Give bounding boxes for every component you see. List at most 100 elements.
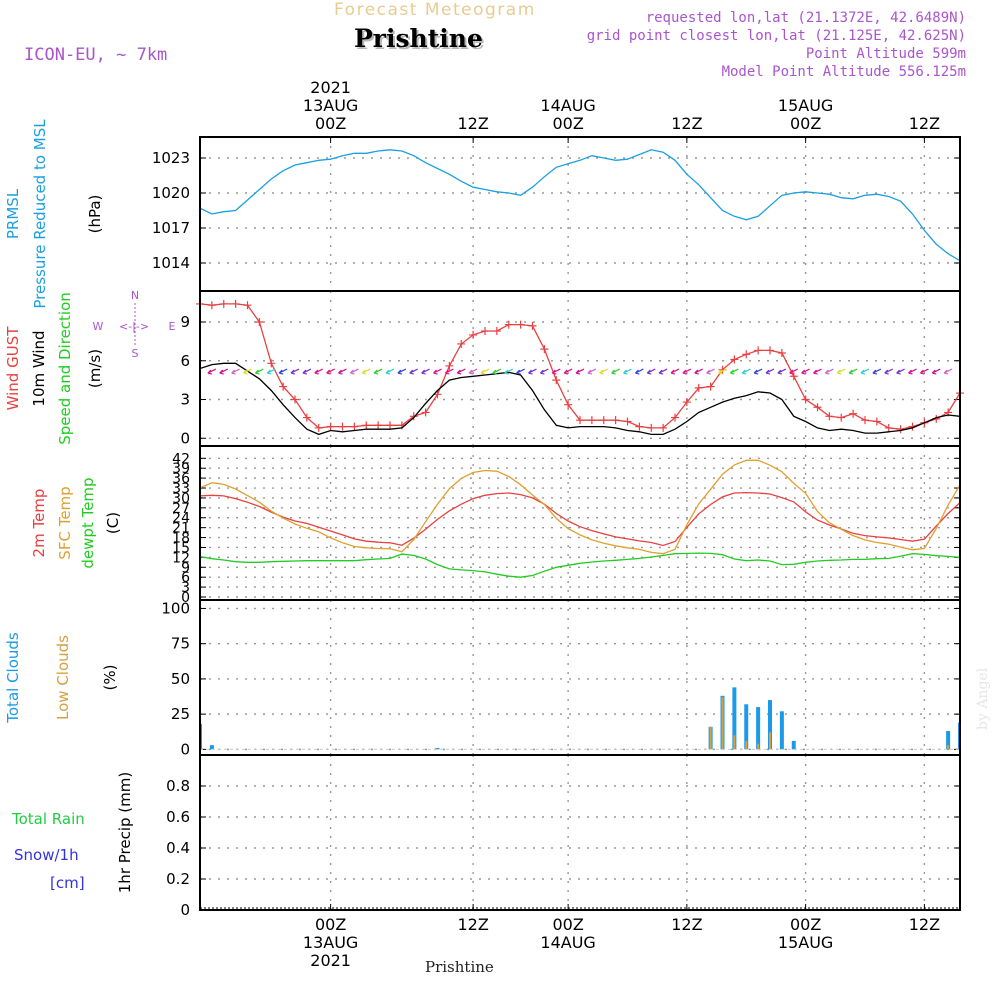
clouds-axis-label: Total Clouds bbox=[4, 632, 22, 724]
total-cloud-bar bbox=[791, 740, 796, 750]
wind-gust-marker bbox=[231, 299, 240, 308]
bottom-location-label: Prishtine bbox=[425, 958, 494, 976]
wind-direction-arrow bbox=[658, 368, 668, 375]
city-title: Prishtine bbox=[354, 24, 483, 53]
wind-gust-marker bbox=[469, 330, 478, 339]
wind-direction-arrow bbox=[207, 368, 217, 375]
wind-direction-arrow bbox=[409, 368, 419, 375]
temp-axis-label: (C) bbox=[104, 512, 122, 534]
wind-axis-label: Speed and Direction bbox=[56, 292, 74, 445]
precip-ytick-label: 0.6 bbox=[166, 808, 190, 826]
top-time-label: 12Z bbox=[457, 114, 488, 133]
wind-gust-marker bbox=[267, 359, 276, 368]
temp-ytick-label: 9 bbox=[181, 560, 190, 576]
wind-direction-arrow bbox=[290, 368, 300, 375]
wind-direction-arrow bbox=[824, 368, 834, 375]
temp-ytick-label: 42 bbox=[172, 451, 190, 467]
wind-direction-arrow bbox=[682, 368, 692, 375]
wind-gust-marker bbox=[694, 383, 703, 392]
total-cloud-bar bbox=[732, 687, 737, 750]
wind-gust-marker bbox=[671, 413, 679, 422]
bottom-time-label: 15AUG bbox=[778, 933, 833, 952]
rain-legend-label: Total Rain bbox=[11, 810, 85, 828]
pressure-ytick-label: 1017 bbox=[152, 219, 190, 237]
wind-gust-marker bbox=[552, 376, 561, 385]
wind-gust-marker bbox=[754, 346, 763, 355]
wind-gust-marker bbox=[611, 416, 620, 425]
wind-gust-marker bbox=[362, 421, 371, 430]
wind-gust-marker bbox=[849, 409, 858, 418]
wind-direction-arrow bbox=[575, 368, 585, 375]
wind-gust-marker bbox=[730, 355, 739, 364]
model-altitude: Model Point Altitude 556.125m bbox=[721, 64, 966, 80]
total-cloud-bar bbox=[779, 711, 784, 750]
top-time-label: 2021 bbox=[310, 78, 351, 97]
precip-ytick-label: 0 bbox=[180, 901, 190, 919]
wind-gust-marker bbox=[884, 423, 893, 432]
wind-gust-marker bbox=[659, 423, 668, 432]
low-cloud-bar bbox=[709, 726, 712, 750]
wind-direction-arrow bbox=[361, 368, 371, 375]
clouds-ytick-label: 0 bbox=[180, 740, 190, 758]
temp-ytick-label: 36 bbox=[172, 471, 190, 487]
wind-direction-arrow bbox=[314, 368, 324, 375]
wind-gust-marker bbox=[374, 421, 383, 430]
wind-gust-marker bbox=[291, 395, 299, 404]
wind-direction-arrow bbox=[373, 368, 383, 375]
wind-direction-arrow bbox=[848, 368, 858, 375]
low-cloud-bar bbox=[721, 697, 724, 750]
temp-series-2m-temp bbox=[200, 491, 960, 547]
wind-direction-arrow bbox=[765, 368, 775, 375]
wind-gust-marker bbox=[314, 423, 323, 432]
wind-gust-marker bbox=[243, 301, 252, 310]
pressure-axis-label: (hPa) bbox=[86, 195, 104, 234]
wind-gust-marker bbox=[409, 412, 418, 421]
wind-direction-arrow bbox=[789, 368, 799, 375]
temp-ytick-label: 18 bbox=[172, 531, 190, 547]
wind-direction-arrow bbox=[444, 368, 454, 375]
wind-direction-arrow bbox=[623, 368, 632, 375]
wind-direction-arrow bbox=[872, 368, 882, 375]
wind-gust-marker bbox=[492, 327, 501, 336]
total-cloud-bar bbox=[946, 731, 951, 750]
bottom-time-label: 14AUG bbox=[540, 933, 595, 952]
wind-axis-label: (m/s) bbox=[86, 349, 104, 388]
wind-gust-marker bbox=[801, 395, 810, 404]
wind-direction-arrow bbox=[919, 368, 929, 375]
wind-gust-marker bbox=[386, 421, 394, 430]
wind-gust-marker bbox=[504, 320, 513, 329]
wind-gust-marker bbox=[481, 327, 489, 336]
wind-direction-arrow bbox=[860, 368, 870, 375]
wind-direction-arrow bbox=[385, 368, 395, 375]
wind-gust-marker bbox=[599, 416, 608, 425]
wind-direction-arrow bbox=[813, 368, 822, 375]
wind-direction-arrow bbox=[504, 368, 514, 375]
wind-ytick-label: 9 bbox=[180, 313, 190, 331]
compass-east: E bbox=[169, 320, 176, 333]
wind-gust-marker bbox=[896, 425, 905, 434]
wind-gust-marker bbox=[623, 417, 632, 426]
wind-direction-arrow bbox=[943, 368, 953, 375]
precip-panel-frame bbox=[199, 754, 961, 911]
clouds-ytick-label: 100 bbox=[161, 599, 190, 617]
clouds-ytick-label: 75 bbox=[171, 635, 190, 653]
wind-gust-marker bbox=[279, 382, 288, 391]
wind-direction-arrow bbox=[587, 368, 597, 375]
total-cloud-bar bbox=[744, 704, 749, 750]
wind-direction-arrow bbox=[528, 368, 537, 375]
wind-gust-marker bbox=[255, 318, 264, 326]
wind-direction-arrow bbox=[599, 368, 609, 375]
wind-direction-arrow bbox=[468, 368, 478, 375]
wind-gust-marker bbox=[421, 408, 430, 417]
top-time-label: 00Z bbox=[790, 114, 821, 133]
temp-ytick-label: 6 bbox=[181, 570, 190, 586]
wind-direction-arrow bbox=[243, 368, 252, 375]
total-cloud-bar bbox=[435, 747, 440, 750]
point-altitude: Point Altitude 599m bbox=[805, 46, 966, 62]
wind-gust-marker bbox=[872, 417, 881, 426]
snow-unit-label: [cm] bbox=[50, 874, 85, 892]
pressure-series-prmsl bbox=[200, 149, 960, 262]
wind-gust-marker bbox=[338, 422, 347, 431]
wind-gust-marker bbox=[647, 423, 656, 432]
